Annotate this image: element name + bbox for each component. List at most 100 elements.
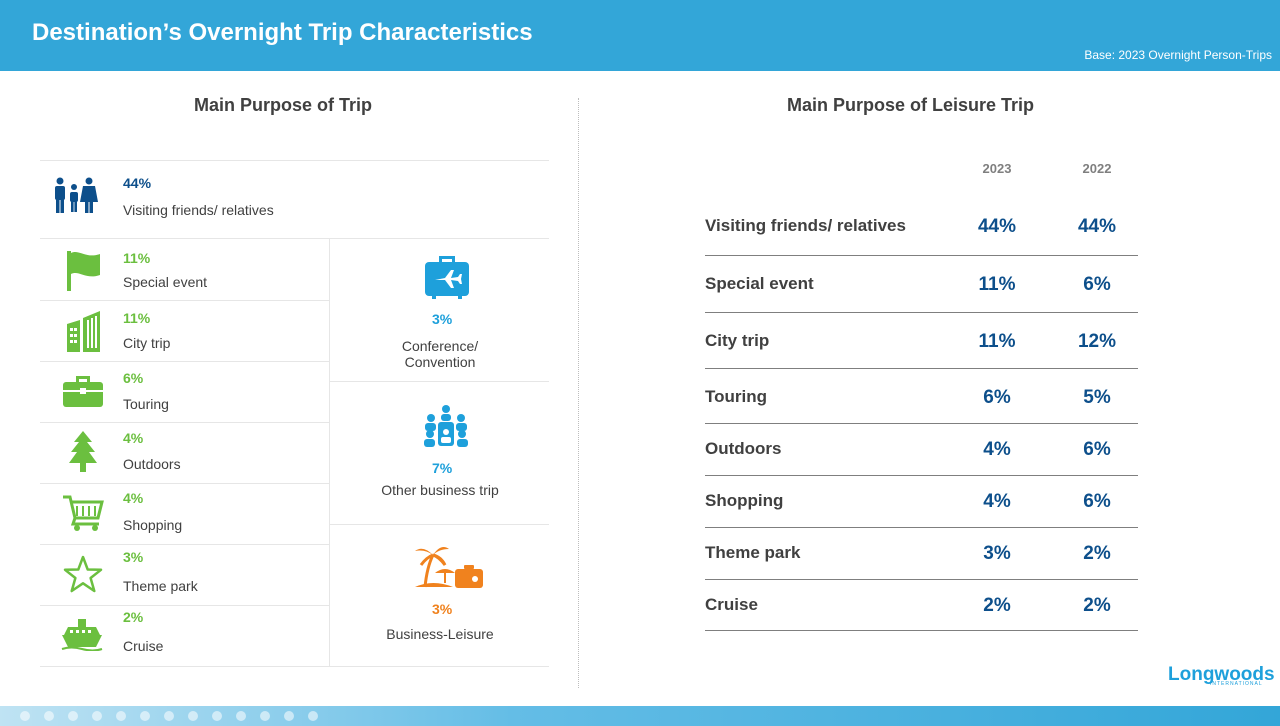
shopping-label: Shopping — [123, 517, 183, 533]
row-divider — [705, 255, 1138, 256]
footer-band — [0, 706, 1280, 726]
table-row: Cruise 2% 2% — [705, 585, 1138, 625]
meeting-icon — [423, 404, 469, 453]
grid-line — [40, 422, 329, 423]
row-value-2022: 6% — [1083, 274, 1111, 295]
theme-park-percent: 3% — [123, 549, 144, 565]
briefcase-icon — [62, 374, 104, 413]
decorative-dot — [212, 711, 222, 721]
theme-park-label: Theme park — [123, 578, 198, 594]
row-value-2023: 2% — [983, 595, 1011, 616]
grid-line — [40, 300, 329, 301]
vfr-percent: 44% — [123, 175, 152, 191]
building-icon — [66, 310, 102, 357]
longwoods-logo: Longwoods — [1168, 664, 1275, 685]
grid-line — [329, 238, 330, 666]
header-bar: Destination’s Overnight Trip Characteris… — [0, 0, 1280, 71]
table-row: Outdoors 4% 6% — [705, 429, 1138, 469]
business-leisure-label: Business-Leisure — [386, 626, 494, 642]
table-row: City trip 11% 12% — [705, 321, 1138, 361]
row-value-2022: 6% — [1083, 491, 1111, 512]
cruise-label: Cruise — [123, 638, 164, 654]
row-label: Special event — [705, 274, 814, 293]
row-divider — [705, 475, 1138, 476]
row-divider — [705, 527, 1138, 528]
special-event-label: Special event — [123, 274, 208, 290]
cart-icon — [62, 494, 104, 537]
row-value-2023: 6% — [983, 387, 1011, 408]
conference-label: Conference/ Convention — [370, 338, 510, 370]
luggage-plane-icon — [423, 255, 471, 306]
section-divider — [578, 98, 579, 688]
decorative-dot — [116, 711, 126, 721]
other-business-label: Other business trip — [381, 482, 499, 498]
row-value-2022: 5% — [1083, 387, 1111, 408]
table-row: Touring 6% 5% — [705, 377, 1138, 417]
grid-line — [40, 361, 329, 362]
table-row: Theme park 3% 2% — [705, 533, 1138, 573]
decorative-dot — [140, 711, 150, 721]
row-label: Visiting friends/ relatives — [705, 216, 906, 235]
left-section-title: Main Purpose of Trip — [194, 95, 373, 115]
outdoors-percent: 4% — [123, 430, 144, 446]
row-value-2023: 11% — [978, 274, 1016, 295]
other-business-percent: 7% — [432, 460, 453, 476]
row-value-2022: 2% — [1083, 595, 1111, 616]
row-label: Theme park — [705, 543, 801, 562]
row-value-2023: 4% — [983, 439, 1011, 460]
year-2022-header: 2022 — [1082, 161, 1112, 176]
grid-line — [40, 238, 549, 239]
conference-label-line2: Convention — [404, 354, 476, 370]
row-label: Shopping — [705, 491, 784, 510]
grid-line — [40, 605, 329, 606]
row-value-2023: 3% — [983, 543, 1011, 564]
decorative-dot — [20, 711, 30, 721]
row-value-2022: 2% — [1083, 543, 1111, 564]
grid-line — [40, 160, 549, 161]
special-event-percent: 11% — [123, 250, 151, 266]
row-divider — [705, 579, 1138, 580]
table-row: Visiting friends/ relatives 44% 44% — [705, 206, 1138, 246]
conference-percent: 3% — [432, 311, 453, 327]
grid-line — [40, 483, 329, 484]
touring-percent: 6% — [123, 370, 144, 386]
shopping-percent: 4% — [123, 490, 144, 506]
beach-icon — [413, 543, 483, 594]
row-value-2022: 44% — [1077, 216, 1117, 237]
flag-icon — [64, 249, 104, 298]
row-label: Touring — [705, 387, 767, 406]
decorative-dot — [260, 711, 270, 721]
row-value-2023: 44% — [977, 216, 1017, 237]
table-row: Special event 11% 6% — [705, 264, 1138, 304]
decorative-dot — [188, 711, 198, 721]
ship-icon — [60, 617, 104, 656]
row-divider — [705, 423, 1138, 424]
star-icon — [63, 555, 103, 598]
longwoods-logo-sub: INTERNATIONAL — [1210, 681, 1263, 687]
row-divider — [705, 630, 1138, 631]
row-value-2022: 12% — [1077, 331, 1117, 352]
decorative-dot — [68, 711, 78, 721]
row-value-2023: 11% — [978, 331, 1016, 352]
grid-line — [329, 381, 549, 382]
family-icon — [52, 177, 98, 220]
decorative-dot — [92, 711, 102, 721]
outdoors-label: Outdoors — [123, 456, 181, 472]
row-value-2022: 6% — [1083, 439, 1111, 460]
row-label: City trip — [705, 331, 770, 350]
vfr-label: Visiting friends/ relatives — [123, 202, 274, 218]
decorative-dot — [236, 711, 246, 721]
city-trip-label: City trip — [123, 335, 171, 351]
cruise-percent: 2% — [123, 609, 144, 625]
row-label: Outdoors — [705, 439, 782, 458]
decorative-dot — [164, 711, 174, 721]
right-section-title: Main Purpose of Leisure Trip — [787, 95, 1035, 115]
decorative-dot — [44, 711, 54, 721]
city-trip-percent: 11% — [123, 310, 151, 326]
grid-line — [40, 544, 329, 545]
row-divider — [705, 368, 1138, 369]
conference-label-line1: Conference/ — [401, 338, 479, 354]
row-value-2023: 4% — [983, 491, 1011, 512]
business-leisure-percent: 3% — [432, 601, 453, 617]
table-row: Shopping 4% 6% — [705, 481, 1138, 521]
